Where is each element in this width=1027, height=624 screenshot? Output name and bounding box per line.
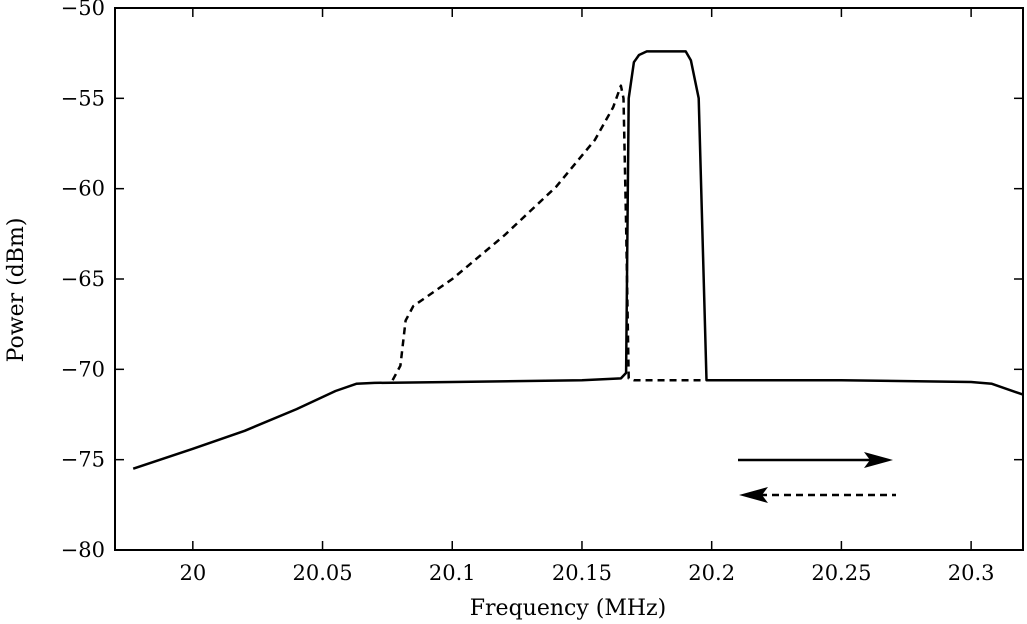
plot-frame [114,7,1024,551]
x-tick-label: 20.15 [552,561,612,585]
y-tick-label: −65 [61,267,105,291]
series-line-dashed [391,84,704,382]
legend-arrows [738,452,896,503]
solid-arrowhead-right-icon [864,452,893,468]
x-tick-label: 20 [179,561,206,585]
y-tick-label: −75 [61,448,105,472]
series-layer [132,50,1024,470]
x-tick-label: 20.05 [292,561,352,585]
y-tick-label: −50 [61,0,105,20]
x-tick-label: 20.1 [429,561,476,585]
y-tick-label: −80 [61,538,105,562]
y-tick-label: −70 [61,357,105,381]
plot-border [114,7,1024,551]
x-tick-label: 20.3 [948,561,995,585]
dashed-arrowhead-left-icon [739,487,768,503]
y-axis-ticks: −80 −75 −70 −65 −60 −55 −50 [61,0,1023,562]
y-tick-label: −60 [61,177,105,201]
y-tick-label: −55 [61,86,105,110]
x-axis-label: Frequency (MHz) [470,596,666,621]
x-tick-label: 20.2 [688,561,735,585]
x-axis-ticks: 20 20.05 20.1 20.15 20.2 20.25 20.3 [179,8,994,585]
x-tick-label: 20.25 [811,561,871,585]
y-axis-label: Power (dBm) [4,218,29,363]
series-line-solid [132,50,1024,470]
